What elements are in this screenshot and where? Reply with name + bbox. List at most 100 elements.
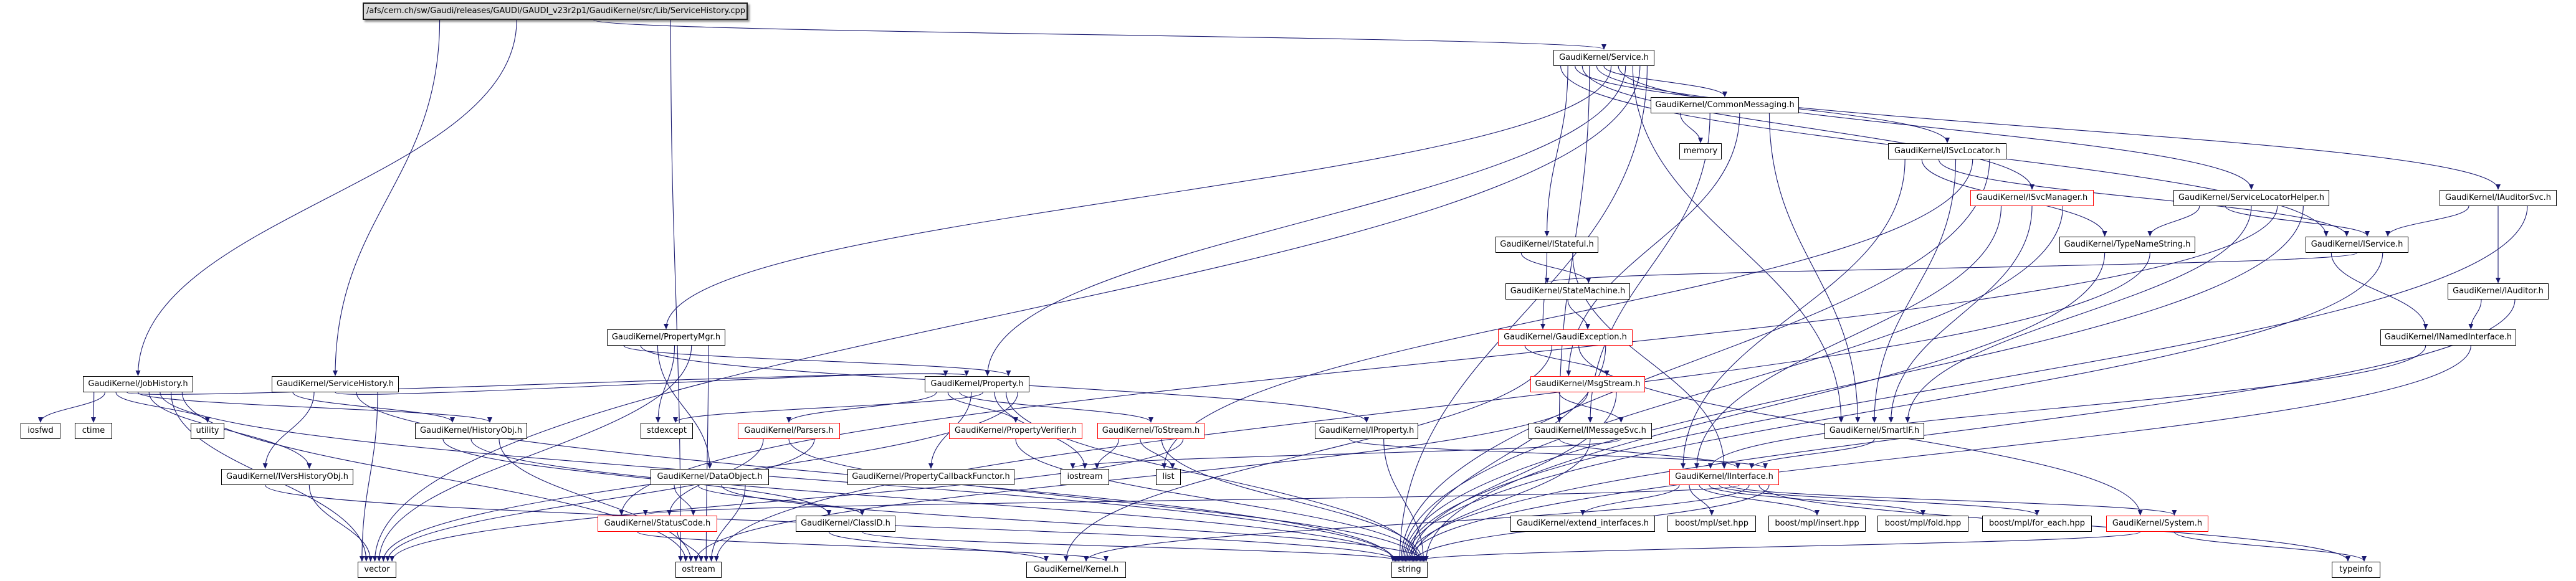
edge-ivershistoryobj_h-to-vector: [308, 484, 373, 562]
graph-node-classid_h[interactable]: GaudiKernel/ClassID.h: [796, 516, 895, 532]
edge-isvcmanager_h-to-iinterface_h: [1694, 205, 2002, 469]
edge-parsers_h-to-string: [788, 438, 1422, 562]
edge-dataobject_h-to-classid_h: [697, 484, 865, 516]
edge-servicehistory_h-to-historyobj_h: [292, 392, 455, 423]
graph-node-jobhistory_h[interactable]: GaudiKernel/JobHistory.h: [83, 376, 193, 392]
graph-node-dataobject_h[interactable]: GaudiKernel/DataObject.h: [651, 469, 769, 485]
edge-property_h-to-parsers_h: [786, 392, 937, 423]
graph-node-mpl_for_each[interactable]: boost/mpl/for_each.hpp: [1982, 516, 2092, 532]
graph-node-isvcmanager_h[interactable]: GaudiKernel/ISvcManager.h: [1970, 190, 2094, 206]
edge-msgstream_h-to-string: [1410, 392, 1617, 562]
graph-node-vector[interactable]: vector: [358, 562, 396, 578]
edge-propertyverifier_h-to-string: [1015, 438, 1423, 562]
edge-tostream_h-to-string: [1161, 438, 1425, 562]
edge-service_h-to-vector: [372, 65, 1641, 562]
graph-node-kernel_h[interactable]: GaudiKernel/Kernel.h: [1026, 562, 1126, 578]
edge-isvcmanager_h-to-string: [1400, 205, 2064, 562]
edge-iauditorsvc_h-to-iservice_h: [2385, 205, 2469, 237]
edge-isvcmanager_h-to-smartif_h: [1888, 205, 2033, 423]
edge-isvclocator_h-to-iservice_h: [1938, 159, 2349, 237]
edge-iservice_h-to-inamedinterface_h: [2330, 252, 2428, 329]
graph-node-iosfwd[interactable]: iosfwd: [21, 423, 60, 439]
edge-servicelocatorhelper_h-to-statuscode_h: [619, 205, 2278, 516]
edge-jobhistory_h-to-ivershistoryobj_h: [148, 392, 312, 469]
graph-node-iauditorsvc_h[interactable]: GaudiKernel/IAuditorSvc.h: [2440, 190, 2557, 206]
edge-property_h-to-stdexcept: [673, 392, 983, 423]
edge-iinterface_h-to-mpl_insert: [1699, 484, 1820, 516]
edge-commonmessaging_h-to-imessagesvc_h: [1588, 113, 1710, 423]
graph-node-smartif_h[interactable]: GaudiKernel/SmartIF.h: [1825, 423, 1924, 439]
edge-parsers_h-to-vector: [385, 438, 815, 562]
graph-node-utility[interactable]: utility: [191, 423, 224, 439]
edge-servicelocatorhelper_h-to-typenamestring_h: [2147, 205, 2200, 237]
graph-node-typenamestring_h[interactable]: GaudiKernel/TypeNameString.h: [2059, 237, 2195, 253]
edge-service_h-to-iauditorsvc_h: [1596, 65, 2501, 190]
edge-iinterface_h-to-mpl_for_each: [1719, 484, 2039, 516]
graph-node-property_h[interactable]: GaudiKernel/Property.h: [925, 376, 1029, 392]
graph-node-tostream_h[interactable]: GaudiKernel/ToStream.h: [1097, 423, 1205, 439]
edge-iinterface_h-to-extend_interfaces_h: [1580, 484, 1680, 516]
graph-node-iproperty_h[interactable]: GaudiKernel/IProperty.h: [1315, 423, 1418, 439]
graph-node-iostream[interactable]: iostream: [1061, 469, 1109, 485]
graph-node-mpl_insert[interactable]: boost/mpl/insert.hpp: [1768, 516, 1866, 532]
graph-node-ctime[interactable]: ctime: [75, 423, 112, 439]
graph-node-statemachine_h[interactable]: GaudiKernel/StateMachine.h: [1505, 283, 1630, 300]
edge-inamedinterface_h-to-iinterface_h: [1708, 345, 2426, 469]
edge-service_h-to-istateful_h: [1544, 65, 1568, 237]
edge-dataobject_h-to-string: [721, 484, 1428, 562]
graph-node-historyobj_h[interactable]: GaudiKernel/HistoryObj.h: [415, 423, 527, 439]
graph-node-string[interactable]: string: [1391, 562, 1428, 578]
edge-servicehistory_h-to-ivershistoryobj_h: [262, 392, 315, 469]
edge-iproperty_h-to-string: [1383, 438, 1426, 562]
graph-node-stdexcept[interactable]: stdexcept: [641, 423, 693, 439]
edge-propertymgr_h-to-property_h: [623, 345, 1011, 376]
edge-service_h-to-isvcmanager_h: [1581, 65, 2035, 190]
edge-property_h-to-propertyverifier_h: [947, 392, 1018, 423]
edge-jobhistory_h-to-iosfwd: [38, 392, 105, 423]
graph-node-propertymgr_h[interactable]: GaudiKernel/PropertyMgr.h: [607, 329, 725, 346]
graph-node-list[interactable]: list: [1156, 469, 1181, 485]
edge-imessagesvc_h-to-iostream: [1070, 438, 1622, 469]
graph-node-extend_interfaces_h[interactable]: GaudiKernel/extend_interfaces.h: [1510, 516, 1655, 532]
graph-node-gaudiexception_h[interactable]: GaudiKernel/GaudiException.h: [1498, 329, 1633, 346]
graph-node-iinterface_h[interactable]: GaudiKernel/IInterface.h: [1669, 469, 1779, 485]
graph-node-servicelocatorhelper_h[interactable]: GaudiKernel/ServiceLocatorHelper.h: [2173, 190, 2329, 206]
graph-node-istateful_h[interactable]: GaudiKernel/IStateful.h: [1496, 237, 1598, 253]
graph-node-inamedinterface_h[interactable]: GaudiKernel/INamedInterface.h: [2380, 329, 2516, 346]
edge-property_h-to-tostream_h: [959, 392, 1153, 423]
edge-smartif_h-to-iinterface_h: [1749, 438, 1875, 469]
edge-iinterface_h-to-system_h: [1729, 484, 2177, 516]
graph-node-iauditor_h[interactable]: GaudiKernel/IAuditor.h: [2448, 283, 2549, 300]
edge-service_h-to-smartif_h: [1632, 65, 1844, 423]
graph-node-isvclocator_h[interactable]: GaudiKernel/ISvcLocator.h: [1888, 143, 2006, 159]
graph-node-msgstream_h[interactable]: GaudiKernel/MsgStream.h: [1530, 376, 1645, 392]
edge-classid_h-to-kernel_h: [828, 531, 1049, 562]
graph-node-typeinfo[interactable]: typeinfo: [2332, 562, 2380, 578]
graph-node-commonmessaging_h[interactable]: GaudiKernel/CommonMessaging.h: [1651, 97, 1799, 113]
edge-tostream_h-to-list: [1140, 438, 1175, 469]
edge-commonmessaging_h-to-memory: [1680, 113, 1703, 143]
graph-node-propertycallbackfunctor_h[interactable]: GaudiKernel/PropertyCallbackFunctor.h: [847, 469, 1014, 485]
edge-inamedinterface_h-to-string: [1407, 345, 2471, 562]
graph-node-ostream[interactable]: ostream: [675, 562, 722, 578]
edge-imessagesvc_h-to-string: [1411, 438, 1591, 562]
graph-node-system_h[interactable]: GaudiKernel/System.h: [2106, 516, 2208, 532]
graph-node-imessagesvc_h[interactable]: GaudiKernel/IMessageSvc.h: [1529, 423, 1652, 439]
graph-node-propertyverifier_h[interactable]: GaudiKernel/PropertyVerifier.h: [949, 423, 1082, 439]
edge-servicelocatorhelper_h-to-smartif_h: [1905, 205, 2252, 423]
edge-iauditor_h-to-inamedinterface_h: [2468, 299, 2482, 329]
graph-node-mpl_set[interactable]: boost/mpl/set.hpp: [1667, 516, 1756, 532]
edge-iservice_h-to-statemachine_h: [1545, 252, 2358, 283]
edge-service_h-to-string: [1397, 65, 1648, 562]
edge-servicehistory_h-to-vector: [359, 392, 378, 562]
graph-node-memory[interactable]: memory: [1679, 143, 1722, 159]
graph-node-parsers_h[interactable]: GaudiKernel/Parsers.h: [738, 423, 840, 439]
edge-statuscode_h-to-kernel_h: [637, 531, 1109, 562]
graph-node-service_h[interactable]: GaudiKernel/Service.h: [1553, 50, 1654, 66]
graph-node-iservice_h[interactable]: GaudiKernel/IService.h: [2306, 237, 2408, 253]
graph-node-statuscode_h[interactable]: GaudiKernel/StatusCode.h: [598, 516, 717, 532]
graph-node-servicehistory_h[interactable]: GaudiKernel/ServiceHistory.h: [272, 376, 399, 392]
edge-tostream_h-to-iostream: [1094, 438, 1119, 469]
graph-node-mpl_fold[interactable]: boost/mpl/fold.hpp: [1877, 516, 1968, 532]
graph-node-ivershistoryobj_h[interactable]: GaudiKernel/IVersHistoryObj.h: [221, 469, 353, 485]
